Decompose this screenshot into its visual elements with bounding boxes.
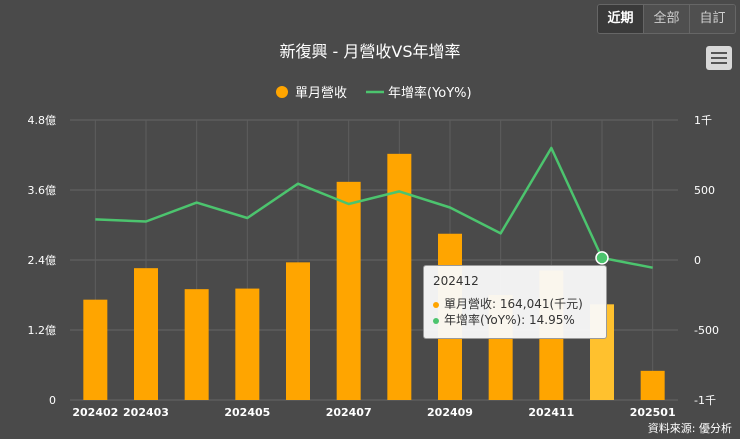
legend-yoy-label[interactable]: 年增率(YoY%) bbox=[388, 85, 472, 101]
legend: 單月營收 年增率(YoY%) bbox=[276, 85, 472, 101]
range-button-all[interactable]: 全部 bbox=[643, 5, 689, 33]
yoy-series-line[interactable] bbox=[95, 146, 653, 269]
right-tick-label: 1千 bbox=[694, 114, 712, 127]
revenue-bar[interactable] bbox=[184, 289, 209, 400]
tooltip-yoy-dot bbox=[433, 317, 439, 324]
tooltip: 202412 單月營收: 164,041(千元) 年增率(YoY%): 14.9… bbox=[423, 265, 607, 339]
revenue-bar[interactable] bbox=[235, 288, 260, 400]
left-tick-label: 4.8億 bbox=[28, 114, 57, 127]
tooltip-revenue-row: 單月營收: 164,041(千元) bbox=[433, 296, 597, 312]
x-tick-label: 202407 bbox=[326, 406, 372, 419]
x-axis: 202402 202403 202405 202407 202409 202411 2025… bbox=[72, 406, 675, 419]
revenue-bar[interactable] bbox=[134, 268, 158, 400]
x-tick-label: 202402 bbox=[72, 406, 118, 419]
x-tick-label: 202411 bbox=[528, 406, 574, 419]
right-tick-label: -1千 bbox=[694, 394, 716, 407]
source-label: 資料來源: 優分析 bbox=[647, 422, 732, 435]
yoy-line bbox=[95, 146, 653, 269]
range-button-custom[interactable]: 自訂 bbox=[689, 5, 735, 33]
range-button-recent[interactable]: 近期 bbox=[598, 5, 643, 33]
hamburger-menu-icon[interactable] bbox=[706, 46, 732, 70]
tooltip-revenue-text: 單月營收: 164,041(千元) bbox=[444, 297, 583, 311]
left-tick-label: 3.6億 bbox=[28, 184, 57, 197]
right-tick-label: -500 bbox=[694, 324, 719, 337]
tooltip-revenue-dot bbox=[433, 301, 439, 308]
range-selector: 近期 全部 自訂 bbox=[597, 4, 736, 34]
chart-title: 新復興 - 月營收VS年增率 bbox=[279, 42, 460, 61]
x-tick-label: 202403 bbox=[123, 406, 169, 419]
left-axis: 0 1.2億 2.4億 3.6億 4.8億 bbox=[28, 114, 57, 407]
tooltip-title: 202412 bbox=[433, 274, 479, 288]
revenue-bar[interactable] bbox=[336, 181, 361, 400]
left-tick-label: 0 bbox=[49, 394, 56, 407]
right-tick-label: 500 bbox=[694, 184, 715, 197]
x-tick-label: 202409 bbox=[427, 406, 473, 419]
left-tick-label: 1.2億 bbox=[28, 324, 57, 337]
revenue-bar[interactable] bbox=[640, 370, 665, 400]
legend-revenue-label[interactable]: 單月營收 bbox=[295, 86, 347, 101]
legend-revenue-marker[interactable] bbox=[276, 86, 288, 98]
x-tick-label: 202405 bbox=[224, 406, 270, 419]
right-tick-label: 0 bbox=[694, 254, 701, 267]
grid bbox=[70, 119, 678, 401]
tooltip-yoy-row: 年增率(YoY%): 14.95% bbox=[433, 312, 597, 328]
tooltip-yoy-text: 年增率(YoY%): 14.95% bbox=[444, 313, 575, 327]
left-tick-label: 2.4億 bbox=[28, 254, 57, 267]
x-tick-label: 202501 bbox=[630, 406, 676, 419]
yoy-highlight-point[interactable] bbox=[595, 251, 609, 265]
right-axis: -1千 -500 0 500 1千 bbox=[694, 114, 719, 407]
revenue-bar[interactable] bbox=[83, 299, 108, 400]
revenue-bar[interactable] bbox=[286, 262, 310, 400]
